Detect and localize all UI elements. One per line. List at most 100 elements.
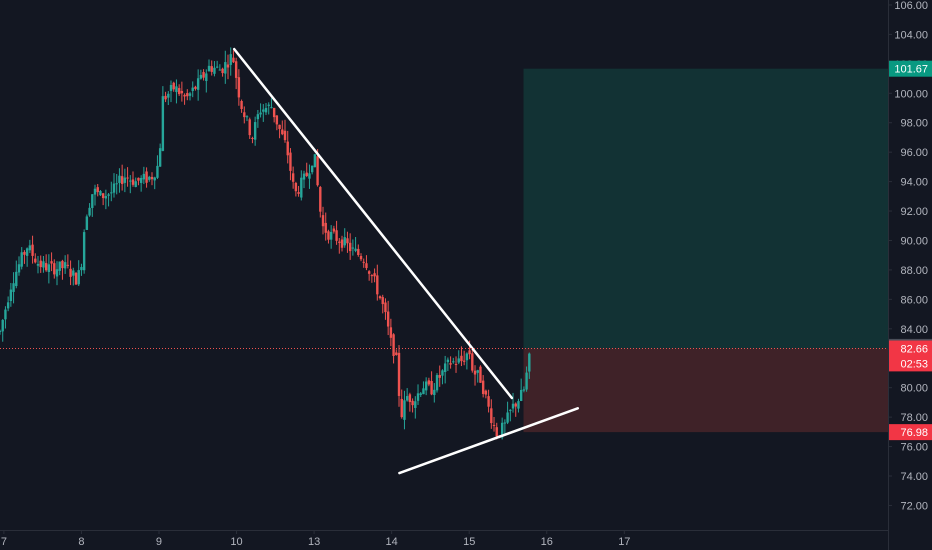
candle-body xyxy=(72,270,75,276)
candle-body xyxy=(454,363,458,365)
candle-body xyxy=(221,68,224,74)
candle-body xyxy=(148,176,151,180)
candle-body xyxy=(1,319,4,332)
price-tag-countdown[interactable] xyxy=(889,355,932,372)
candle-body xyxy=(9,289,13,302)
candle-body xyxy=(408,394,412,403)
candle-body xyxy=(175,86,178,93)
candle-body xyxy=(82,232,86,271)
ascending-trendline[interactable] xyxy=(398,407,580,475)
x-tick-label: 13 xyxy=(308,536,320,548)
candle-body xyxy=(194,86,197,89)
candle-body xyxy=(443,363,447,373)
candle-body xyxy=(186,93,189,97)
price-tag-target[interactable] xyxy=(889,60,932,77)
y-tick-label: 72.00 xyxy=(900,500,928,512)
x-tick-label: 10 xyxy=(230,536,242,548)
candle-body xyxy=(465,353,469,361)
candle-body xyxy=(131,179,135,185)
candle-body xyxy=(525,372,528,390)
candle-body xyxy=(161,96,165,151)
candle-body xyxy=(6,302,10,309)
candle-body xyxy=(405,396,409,401)
candle-body xyxy=(378,296,382,299)
candle-body xyxy=(305,172,308,176)
y-tick-label: 94.00 xyxy=(900,177,928,189)
candle-body xyxy=(262,109,265,112)
candle-body xyxy=(359,256,363,260)
candle-body xyxy=(272,107,276,118)
candle-body xyxy=(424,381,428,391)
time-axis[interactable] xyxy=(0,530,888,550)
candle-body xyxy=(346,238,349,244)
candle-body xyxy=(99,190,102,196)
candle-body xyxy=(188,93,192,96)
candle-body xyxy=(278,124,281,129)
candle-body xyxy=(15,271,18,287)
candle-body xyxy=(427,380,431,385)
candle-body xyxy=(446,359,450,363)
candle-body xyxy=(55,269,59,277)
y-tick-label: 90.00 xyxy=(900,235,928,247)
candle-body xyxy=(183,94,186,97)
candle-body xyxy=(172,82,175,90)
candle-body xyxy=(511,403,515,409)
candle-body xyxy=(528,353,531,372)
descending-trendline[interactable] xyxy=(232,47,514,400)
price-axis[interactable] xyxy=(888,0,932,550)
candle-body xyxy=(522,389,526,391)
candle-body xyxy=(218,69,222,71)
candle-body xyxy=(411,400,414,406)
candle-body xyxy=(139,177,143,183)
candle-body xyxy=(289,152,292,171)
candle-body xyxy=(167,93,170,98)
candle-body xyxy=(63,262,67,269)
candle-body xyxy=(93,188,97,195)
candle-body xyxy=(476,370,479,373)
candle-body xyxy=(468,350,471,355)
candle-body xyxy=(357,248,360,256)
candle-body xyxy=(104,196,108,199)
y-tick-label: 96.00 xyxy=(900,147,928,159)
candle-body xyxy=(110,192,113,194)
candle-body xyxy=(224,62,227,74)
stop-zone[interactable] xyxy=(523,348,888,433)
candle-body xyxy=(316,156,319,186)
y-tick-label: 76.00 xyxy=(900,442,928,454)
price-tag-last[interactable] xyxy=(889,340,932,357)
price-tag-stop[interactable] xyxy=(889,424,932,441)
candle-body xyxy=(232,57,235,63)
candle-body xyxy=(313,154,317,168)
candle-body xyxy=(481,380,485,394)
candle-body xyxy=(384,302,387,313)
candle-body xyxy=(335,230,338,241)
candle-body xyxy=(20,252,23,267)
candle-body xyxy=(422,388,425,395)
candle-body xyxy=(302,173,306,180)
candle-body xyxy=(351,247,355,249)
y-tick-label: 100.00 xyxy=(894,88,928,100)
target-zone[interactable] xyxy=(523,68,888,349)
candle-body xyxy=(156,165,159,178)
candle-body xyxy=(509,409,512,411)
x-tick-label: 14 xyxy=(386,536,398,548)
candle-body xyxy=(47,264,51,273)
candle-body xyxy=(69,268,72,277)
candle-body xyxy=(28,245,32,251)
candle-body xyxy=(492,424,496,426)
candle-body xyxy=(234,61,238,78)
x-tick-label: 7 xyxy=(1,536,7,548)
candle-body xyxy=(229,54,232,65)
candle-body xyxy=(177,88,181,95)
candle-body xyxy=(23,251,26,255)
candle-body xyxy=(107,194,110,196)
candle-body xyxy=(490,408,493,424)
candle-body xyxy=(338,241,341,243)
candle-body xyxy=(397,352,401,396)
candle-body xyxy=(213,67,216,74)
candle-body xyxy=(251,137,254,139)
candle-body xyxy=(237,77,241,98)
candle-body xyxy=(506,412,509,423)
candle-body xyxy=(403,400,406,420)
